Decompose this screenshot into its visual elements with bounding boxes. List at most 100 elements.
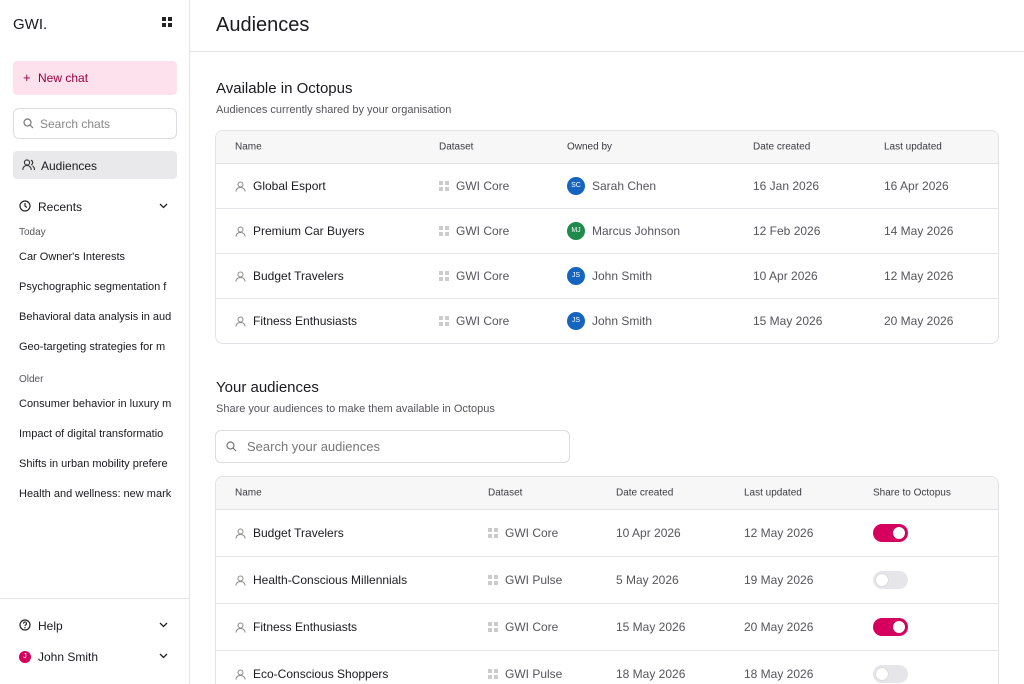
audience-name[interactable]: Eco-Conscious Shoppers bbox=[253, 667, 389, 681]
recents-label: Recents bbox=[38, 200, 83, 214]
name-cell: Fitness Enthusiasts bbox=[235, 620, 357, 634]
column-label: Name bbox=[235, 141, 262, 153]
audience-name[interactable]: Budget Travelers bbox=[253, 526, 344, 540]
audience-icon bbox=[235, 575, 246, 586]
table-row: Budget Travelers GWI Core JS John Smith 10 A… bbox=[216, 254, 998, 299]
nav-audiences[interactable]: Audiences bbox=[13, 151, 177, 179]
recents-toggle[interactable]: Recents bbox=[13, 199, 177, 217]
last-updated: 19 May 2026 bbox=[744, 573, 814, 587]
help-menu[interactable]: Help bbox=[13, 618, 177, 636]
audience-name[interactable]: Budget Travelers bbox=[253, 269, 344, 283]
owner-avatar: SC bbox=[567, 177, 585, 195]
section-title: Your audiences bbox=[216, 379, 319, 396]
recent-chat[interactable]: Health and wellness: new mark bbox=[19, 488, 172, 500]
last-updated: 14 May 2026 bbox=[884, 224, 954, 238]
dataset-icon bbox=[439, 226, 449, 236]
own-table: Name Dataset Date created Last updated Share… bbox=[215, 476, 999, 684]
recent-chat[interactable]: Geo-targeting strategies for m bbox=[19, 341, 166, 353]
created-cell: 15 May 2026 bbox=[616, 620, 685, 634]
column-label: Last updated bbox=[744, 487, 802, 499]
created-cell: 5 May 2026 bbox=[616, 573, 679, 587]
section-subtitle: Share your audiences to make them availa… bbox=[216, 403, 495, 415]
audience-name[interactable]: Global Esport bbox=[253, 179, 326, 193]
share-cell bbox=[873, 665, 908, 683]
dataset-icon bbox=[488, 528, 498, 538]
owner-name: Sarah Chen bbox=[592, 179, 657, 193]
dataset-cell: GWI Core bbox=[439, 224, 509, 238]
owner-name: John Smith bbox=[592, 314, 653, 328]
dataset-name: GWI Core bbox=[505, 526, 559, 540]
toggle-knob bbox=[893, 621, 905, 633]
updated-cell: 16 Apr 2026 bbox=[884, 179, 949, 193]
last-updated: 20 May 2026 bbox=[744, 620, 814, 634]
search-icon bbox=[23, 118, 34, 129]
updated-cell: 12 May 2026 bbox=[884, 269, 953, 283]
recent-chat[interactable]: Impact of digital transformatio bbox=[19, 428, 164, 440]
user-menu[interactable]: J John Smith bbox=[13, 649, 177, 667]
last-updated: 18 May 2026 bbox=[744, 667, 814, 681]
sidebar: GWI. + New chat Search chats Audiences R… bbox=[0, 0, 190, 684]
dataset-icon bbox=[488, 622, 498, 632]
search-placeholder: Search chats bbox=[40, 117, 111, 131]
column-label: Dataset bbox=[439, 141, 474, 153]
recent-chat[interactable]: Behavioral data analysis in aud bbox=[19, 311, 172, 323]
column-header: Name bbox=[235, 488, 262, 499]
share-toggle[interactable] bbox=[873, 571, 908, 589]
column-label: Share to Octopus bbox=[873, 487, 951, 499]
owner-name: Marcus Johnson bbox=[592, 224, 681, 238]
recent-chat[interactable]: Shifts in urban mobility prefere bbox=[19, 458, 168, 470]
owner-avatar: JS bbox=[567, 267, 585, 285]
dataset-cell: GWI Pulse bbox=[488, 573, 562, 587]
search-audiences[interactable]: Search your audiences bbox=[215, 430, 570, 463]
recent-chat[interactable]: Psychographic segmentation f bbox=[19, 281, 167, 293]
dataset-icon bbox=[488, 575, 498, 585]
search-placeholder: Search your audiences bbox=[247, 439, 380, 454]
share-toggle[interactable] bbox=[873, 524, 908, 542]
toggle-knob bbox=[876, 574, 888, 586]
name-cell: Eco-Conscious Shoppers bbox=[235, 667, 388, 681]
owner-cell: JS John Smith bbox=[567, 312, 652, 330]
toggle-knob bbox=[893, 527, 905, 539]
audience-name[interactable]: Premium Car Buyers bbox=[253, 224, 365, 238]
created-cell: 16 Jan 2026 bbox=[753, 179, 819, 193]
dataset-name: GWI Core bbox=[456, 179, 510, 193]
date-created: 12 Feb 2026 bbox=[753, 224, 821, 238]
created-cell: 12 Feb 2026 bbox=[753, 224, 820, 238]
recent-chat[interactable]: Car Owner's Interests bbox=[19, 251, 126, 263]
dataset-cell: GWI Core bbox=[439, 269, 509, 283]
share-toggle[interactable] bbox=[873, 665, 908, 683]
column-label: Dataset bbox=[488, 487, 523, 499]
dataset-cell: GWI Core bbox=[488, 526, 558, 540]
dataset-name: GWI Core bbox=[505, 620, 559, 634]
date-created: 15 May 2026 bbox=[616, 620, 686, 634]
apps-icon[interactable] bbox=[162, 17, 172, 27]
table-header: Name Dataset Owned by Date created Last upda… bbox=[216, 131, 998, 164]
audience-name[interactable]: Fitness Enthusiasts bbox=[253, 314, 358, 328]
audience-name[interactable]: Fitness Enthusiasts bbox=[253, 620, 358, 634]
audience-icon bbox=[235, 271, 246, 282]
recent-group-label: Today bbox=[19, 227, 46, 238]
updated-cell: 18 May 2026 bbox=[744, 667, 813, 681]
updated-cell: 19 May 2026 bbox=[744, 573, 813, 587]
page-title: Audiences bbox=[216, 14, 310, 36]
recent-chat[interactable]: Consumer behavior in luxury m bbox=[19, 398, 172, 410]
people-icon bbox=[22, 159, 35, 171]
created-cell: 18 May 2026 bbox=[616, 667, 685, 681]
share-toggle[interactable] bbox=[873, 618, 908, 636]
search-chats[interactable]: Search chats bbox=[13, 108, 177, 139]
dataset-name: GWI Pulse bbox=[505, 667, 563, 681]
recent-group-label: Older bbox=[19, 374, 44, 385]
new-chat-button[interactable]: + New chat bbox=[13, 61, 177, 95]
column-header: Date created bbox=[616, 488, 673, 499]
logo[interactable]: GWI. bbox=[13, 16, 48, 33]
audience-name[interactable]: Health-Conscious Millennials bbox=[253, 573, 408, 587]
name-cell: Premium Car Buyers bbox=[235, 224, 364, 238]
section-title: Available in Octopus bbox=[216, 80, 353, 97]
header: Audiences bbox=[190, 0, 1024, 52]
owner-name: John Smith bbox=[592, 269, 653, 283]
updated-cell: 14 May 2026 bbox=[884, 224, 953, 238]
help-icon bbox=[19, 619, 31, 631]
dataset-icon bbox=[439, 271, 449, 281]
help-label: Help bbox=[38, 619, 63, 633]
